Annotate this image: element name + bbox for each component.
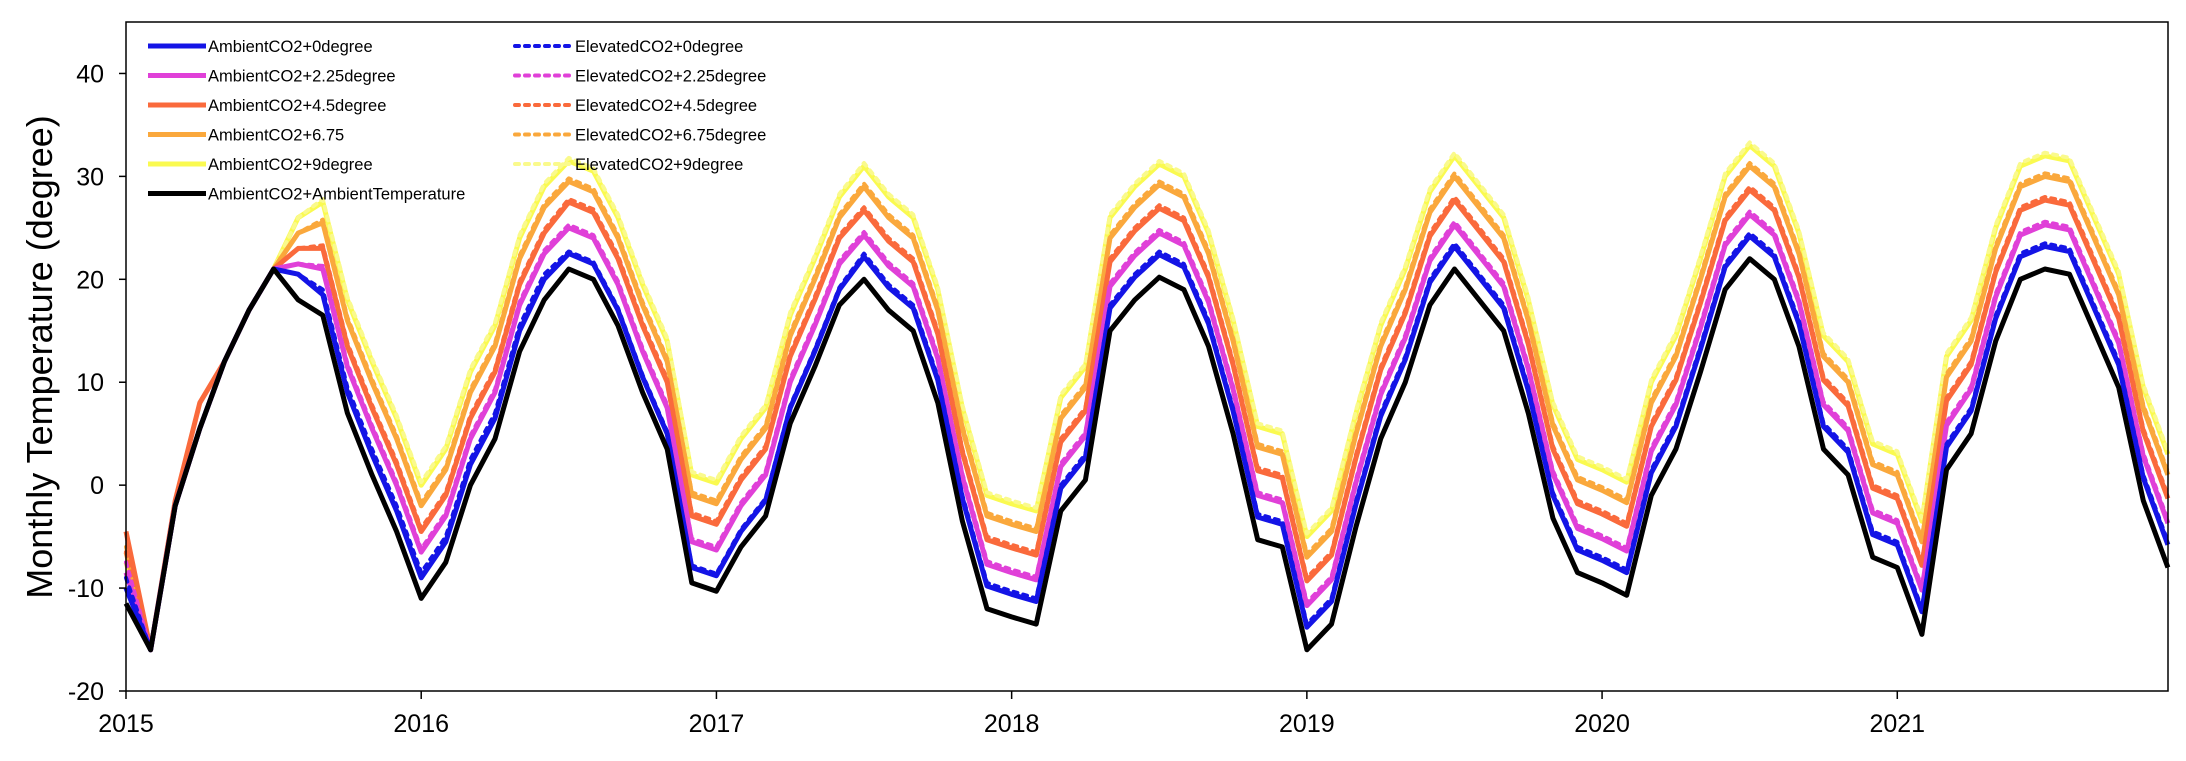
- y-tick-label: 40: [76, 60, 104, 88]
- x-tick-label: 2016: [393, 710, 449, 738]
- y-tick-label: 20: [76, 266, 104, 294]
- y-tick-label: 30: [76, 163, 104, 191]
- legend-label: AmbientCO2+2.25degree: [208, 68, 396, 86]
- legend-label: ElevatedCO2+2.25degree: [575, 68, 766, 86]
- x-tick-label: 2015: [98, 710, 154, 738]
- series-line-elevatedco2-0degree: [124, 231, 2170, 652]
- y-axis-ticks: -20 -10 0 10 20 30 40: [68, 60, 126, 706]
- plot-frame: [125, 21, 2169, 692]
- legend-label: AmbientCO2+AmbientTemperature: [208, 186, 465, 204]
- y-tick-label: -20: [68, 678, 104, 706]
- legend-label: ElevatedCO2+4.5degree: [575, 97, 757, 115]
- x-tick-label: 2017: [689, 710, 745, 738]
- series-line-elevatedco2-2-25degree: [124, 209, 2170, 652]
- x-tick-label: 2021: [1869, 710, 1925, 738]
- x-axis-ticks: 2015 2016 2017 2018 2019 2020 2021: [98, 691, 1925, 738]
- y-tick-label: 10: [76, 369, 104, 397]
- series-line-elevatedco2-4-5degree: [124, 184, 2170, 652]
- legend-label: ElevatedCO2+9degree: [575, 156, 743, 174]
- legend-label: AmbientCO2+9degree: [208, 156, 373, 174]
- legend-label: AmbientCO2+0degree: [208, 38, 373, 56]
- legend-label: AmbientCO2+6.75: [208, 127, 344, 145]
- y-tick-label: -10: [68, 575, 104, 603]
- y-axis-title: Monthly Temperature (degree): [19, 115, 60, 599]
- x-tick-label: 2018: [984, 710, 1040, 738]
- plot-lines: [123, 140, 2171, 653]
- series-line-elevatedco2-9degree: [124, 140, 2170, 652]
- legend-label: ElevatedCO2+0degree: [575, 38, 743, 56]
- x-tick-label: 2020: [1574, 710, 1630, 738]
- legend: AmbientCO2+0degree AmbientCO2+2.25degree A…: [148, 38, 766, 204]
- y-tick-label: 0: [90, 472, 104, 500]
- x-tick-label: 2019: [1279, 710, 1335, 738]
- series-line-ambientco2-ambienttemperature: [123, 256, 2171, 653]
- series-line-elevatedco2-6-75degree: [124, 161, 2170, 652]
- legend-label: ElevatedCO2+6.75degree: [575, 127, 766, 145]
- legend-label: AmbientCO2+4.5degree: [208, 97, 386, 115]
